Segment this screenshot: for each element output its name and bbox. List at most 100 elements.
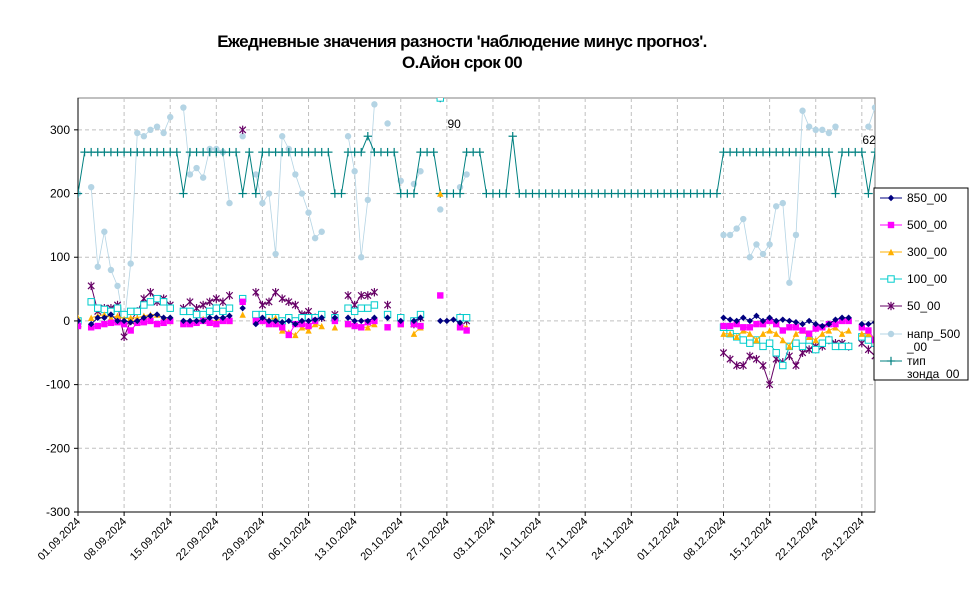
data-point: [298, 317, 306, 325]
data-point: [845, 327, 852, 334]
data-point: [772, 317, 780, 325]
data-point: [238, 189, 247, 198]
data-point: [766, 314, 773, 321]
data-point: [831, 189, 840, 198]
data-point: [239, 298, 246, 306]
data-point: [358, 254, 365, 261]
data-point: [298, 190, 306, 197]
data-point: [463, 171, 470, 178]
data-point: [436, 98, 444, 102]
data-point: [206, 297, 214, 307]
data-point: [193, 164, 200, 172]
legend-label: _00: [906, 340, 927, 354]
legend-label: 100_00: [907, 272, 947, 286]
data-point: [252, 310, 260, 319]
data-point: [324, 147, 333, 157]
data-point: [231, 147, 241, 157]
data-point: [739, 361, 747, 370]
data-point: [779, 199, 786, 207]
data-point: [720, 314, 727, 321]
data-point: [759, 250, 767, 258]
x-tick-label: 29.12.2024: [820, 516, 867, 563]
data-point: [832, 316, 839, 323]
data-point: [226, 199, 233, 207]
data-point: [225, 291, 234, 300]
data-point: [871, 336, 875, 344]
data-point: [364, 324, 372, 331]
data-point: [179, 189, 188, 198]
data-point: [792, 324, 800, 331]
data-point: [786, 279, 793, 286]
data-point: [786, 317, 793, 325]
data-point: [805, 345, 813, 354]
data-point: [410, 317, 418, 325]
data-point: [351, 317, 358, 325]
series-line: [868, 107, 875, 127]
data-point: [278, 324, 286, 331]
data-point: [265, 190, 273, 197]
data-point: [812, 336, 819, 344]
data-point: [371, 101, 378, 108]
data-point: [812, 325, 819, 332]
data-point: [285, 297, 293, 307]
data-point: [845, 314, 852, 321]
y-tick-label: -200: [46, 441, 70, 455]
data-point: [870, 147, 875, 157]
data-point: [726, 354, 734, 364]
data-point: [219, 307, 227, 316]
data-point: [712, 189, 722, 198]
data-point: [726, 231, 734, 239]
data-point: [799, 320, 806, 328]
data-point: [239, 304, 246, 312]
data-point: [364, 196, 372, 204]
data-point: [864, 336, 873, 344]
data-point: [292, 331, 299, 339]
data-point: [357, 147, 366, 157]
legend-label: зонда_00: [907, 367, 960, 381]
data-point: [720, 322, 727, 330]
data-point: [865, 327, 872, 334]
data-point: [799, 107, 806, 114]
data-point: [265, 297, 273, 307]
data-point: [305, 317, 312, 325]
data-point: [114, 282, 121, 290]
data-point: [134, 317, 141, 325]
legend-label: 50_00: [907, 299, 941, 313]
data-point: [364, 304, 372, 312]
data-point: [720, 231, 727, 239]
data-point: [417, 168, 424, 175]
data-point: [127, 327, 134, 334]
x-tick-label: 08.12.2024: [681, 516, 728, 563]
data-point: [120, 317, 128, 325]
data-point: [127, 260, 134, 267]
x-tick-label: 08.09.2024: [82, 516, 129, 563]
data-point: [746, 330, 754, 337]
data-point: [772, 203, 780, 210]
data-point: [344, 320, 352, 328]
data-point: [772, 330, 780, 337]
data-point: [78, 189, 83, 198]
data-point: [753, 241, 760, 248]
x-tick-label: 15.09.2024: [128, 516, 175, 563]
data-point: [292, 171, 299, 178]
data-point: [101, 228, 108, 235]
data-point: [199, 317, 207, 325]
legend-item: 500_00: [880, 218, 947, 232]
data-point: [206, 314, 213, 321]
data-point: [350, 307, 359, 316]
data-point: [199, 300, 207, 310]
data-point: [180, 104, 187, 111]
data-point: [239, 133, 246, 140]
series-line: [255, 320, 316, 336]
data-point: [759, 317, 767, 325]
data-point: [825, 320, 833, 328]
data-point: [114, 312, 121, 320]
data-point: [819, 322, 826, 330]
data-point: [160, 319, 167, 327]
data-point: [838, 314, 846, 321]
legend-marker: [886, 356, 896, 366]
data-point: [153, 294, 161, 303]
data-point: [450, 316, 457, 323]
data-point: [113, 304, 122, 312]
data-point: [812, 345, 820, 354]
